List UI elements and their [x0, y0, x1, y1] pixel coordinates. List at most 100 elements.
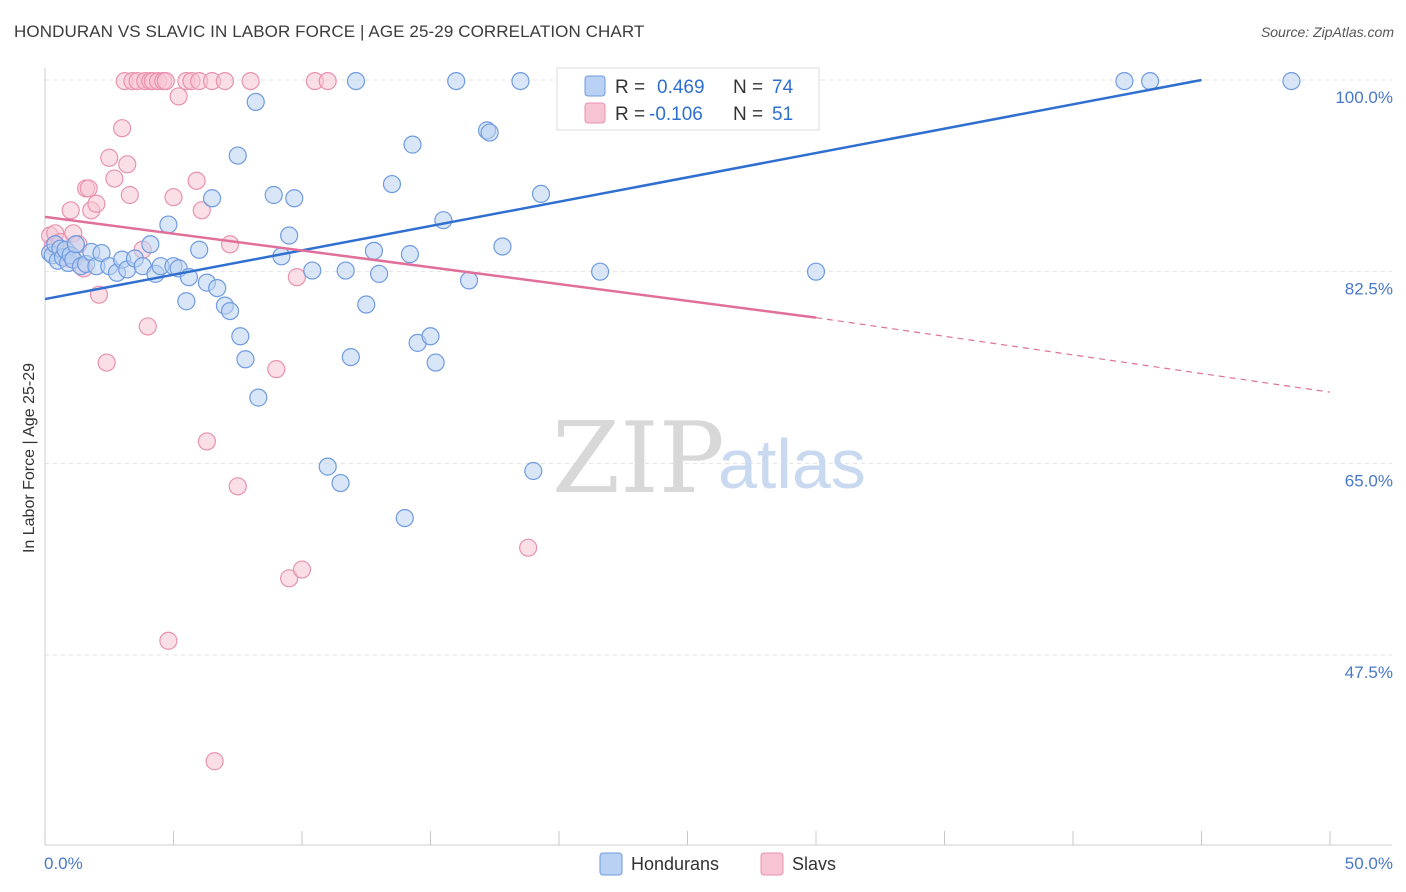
slavs-point: [97, 353, 116, 372]
hondurans-point: [231, 327, 250, 346]
slavs-point: [267, 360, 286, 379]
slavs-point: [100, 148, 119, 167]
slavs-point: [292, 560, 312, 579]
bottom-legend-swatch-slavs: [760, 852, 784, 876]
hondurans-point: [346, 71, 366, 91]
hondurans-point: [141, 235, 160, 254]
hondurans-point: [357, 295, 376, 314]
y-tick-labels: 100.0% 82.5% 65.0% 47.5%: [1335, 88, 1393, 682]
slavs-point: [287, 268, 306, 287]
hondurans-point: [341, 347, 360, 367]
watermark-zip: ZIP: [552, 402, 725, 516]
hondurans-point: [190, 240, 209, 259]
slavs-point: [112, 119, 132, 138]
hondurans-point: [208, 278, 227, 298]
source-label: Source: ZipAtlas.com: [1260, 24, 1394, 40]
hondurans-point: [331, 473, 350, 493]
legend-n-value-hondurans: 74: [772, 77, 794, 98]
hondurans-point: [400, 245, 420, 264]
hondurans-point: [531, 184, 551, 204]
y-tick-label: 100.0%: [1335, 88, 1393, 107]
hondurans-point: [493, 237, 512, 256]
hondurans-point: [285, 189, 304, 208]
hondurans-point: [177, 292, 196, 311]
hondurans-point: [220, 301, 240, 321]
hondurans-point: [591, 262, 610, 281]
slavs-point: [192, 201, 211, 220]
hondurans-point: [434, 211, 453, 230]
hondurans-point: [336, 261, 355, 280]
hondurans-point: [806, 262, 826, 281]
slavs-point: [187, 171, 206, 190]
hondurans-point: [246, 92, 265, 112]
legend-n-label-2: N =: [733, 104, 763, 125]
hondurans-point: [1115, 71, 1134, 91]
slavs-point: [164, 188, 183, 207]
hondurans-point: [236, 350, 255, 369]
x-tick-label: 0.0%: [44, 854, 83, 873]
hondurans-point: [318, 457, 337, 476]
slavs-point: [61, 201, 80, 220]
legend-r-label-2: R =: [615, 104, 645, 125]
series-legend: Hondurans Slavs: [599, 852, 836, 876]
hondurans-point: [370, 264, 389, 283]
slavs-point: [241, 71, 260, 91]
hondurans-point: [395, 508, 414, 528]
hondurans-point: [524, 461, 543, 481]
slavs-point: [197, 432, 217, 451]
hondurans-point: [228, 146, 247, 165]
bottom-legend-label-slavs: Slavs: [792, 854, 836, 874]
slavs-point: [228, 477, 247, 496]
slavs-point: [205, 752, 224, 771]
hondurans-point: [1140, 71, 1160, 91]
axes: [44, 68, 1392, 846]
slavs-trend-line: [44, 215, 817, 319]
slavs-point: [169, 87, 188, 106]
hondurans-point: [159, 215, 178, 234]
hondurans-point: [202, 189, 222, 208]
y-tick-label: 65.0%: [1345, 471, 1393, 490]
hondurans-point: [511, 71, 530, 91]
hondurans-point: [303, 261, 322, 280]
hondurans-point: [426, 353, 445, 372]
slavs-point: [220, 235, 240, 254]
x-tick-labels: 0.0% 50.0%: [44, 854, 1393, 873]
legend-n-label-1: N =: [733, 77, 763, 98]
watermark-atlas: atlas: [718, 425, 866, 503]
legend-r-label-1: R =: [615, 77, 645, 98]
slavs-point: [519, 538, 538, 557]
hondurans-point: [421, 327, 440, 346]
legend-r-value-slavs: -0.106: [649, 104, 703, 125]
stats-legend: R = 0.469 N = 74 R = -0.106 N = 51: [556, 67, 820, 131]
slavs-point: [280, 569, 299, 588]
data-points: [41, 71, 1301, 771]
hondurans-point: [249, 388, 268, 407]
slavs-point: [138, 317, 157, 336]
hondurans-point: [66, 235, 85, 254]
slavs-point: [318, 71, 337, 91]
slavs-point: [79, 179, 98, 198]
slavs-point: [87, 194, 106, 213]
slavs-point: [120, 185, 139, 205]
y-tick-label: 82.5%: [1345, 280, 1393, 299]
legend-swatch-hondurans: [584, 75, 606, 97]
legend-r-value-hondurans: 0.469: [657, 77, 705, 98]
hondurans-point: [459, 271, 479, 290]
slavs-point: [159, 631, 178, 650]
hondurans-point: [364, 241, 384, 260]
hondurans-point: [403, 135, 422, 154]
hondurans-point: [280, 226, 299, 245]
hondurans-point: [382, 174, 402, 194]
hondurans-point: [1282, 71, 1301, 91]
y-axis-label: In Labor Force | Age 25-29: [21, 363, 38, 553]
bottom-legend-label-hondurans: Hondurans: [631, 854, 719, 874]
hondurans-point: [264, 185, 283, 205]
legend-swatch-slavs: [584, 102, 606, 124]
hondurans-trend-line: [44, 78, 1202, 301]
bottom-legend-swatch-hondurans: [599, 852, 623, 876]
slavs-trend-extension: [815, 317, 1331, 393]
slavs-point: [105, 169, 124, 188]
x-tick-label: 50.0%: [1345, 854, 1393, 873]
trend-lines: [44, 78, 1331, 393]
slavs-point: [215, 71, 234, 91]
